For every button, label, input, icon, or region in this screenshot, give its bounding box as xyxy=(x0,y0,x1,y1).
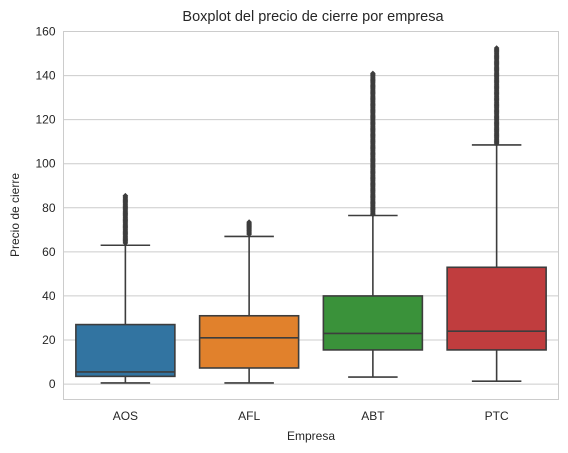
y-tick-label: 80 xyxy=(42,201,56,215)
x-tick-label-ptc: PTC xyxy=(485,409,509,423)
y-tick-label: 100 xyxy=(35,157,55,171)
outlier-point xyxy=(370,70,376,77)
y-tick-labels: 0 20 40 60 80 100 120 140 160 xyxy=(35,25,55,392)
boxes-layer xyxy=(75,45,547,384)
outliers-afl xyxy=(246,219,252,238)
box-aos xyxy=(75,323,176,378)
outlier-point xyxy=(493,45,500,51)
x-axis-label: Empresa xyxy=(287,429,335,443)
y-tick-label: 60 xyxy=(42,245,56,259)
box-abt xyxy=(322,295,424,351)
box-group-afl xyxy=(198,219,300,384)
box-group-aos xyxy=(75,192,176,384)
box-group-abt xyxy=(322,70,424,378)
x-tick-label-aos: AOS xyxy=(113,409,138,423)
outliers-aos xyxy=(122,192,129,246)
outlier-point xyxy=(246,219,252,225)
x-tick-labels: AOS AFL ABT PTC xyxy=(113,409,509,423)
x-tick-label-afl: AFL xyxy=(238,409,260,423)
y-tick-label: 0 xyxy=(49,377,56,391)
y-axis-label: Precio de cierre xyxy=(8,173,22,257)
y-tick-label: 140 xyxy=(35,69,55,83)
box-afl xyxy=(198,314,300,369)
outliers-ptc xyxy=(493,45,500,147)
y-tick-label: 40 xyxy=(42,289,56,303)
y-tick-label: 20 xyxy=(42,333,56,347)
outlier-point xyxy=(122,192,129,199)
outliers-abt xyxy=(370,70,376,218)
plot-frame xyxy=(63,31,559,400)
y-tick-label: 120 xyxy=(35,113,55,127)
box-group-ptc xyxy=(446,45,547,383)
box-ptc xyxy=(446,266,547,351)
y-tick-label: 160 xyxy=(35,25,55,39)
chart-title: Boxplot del precio de cierre por empresa xyxy=(182,9,444,25)
x-tick-label-abt: ABT xyxy=(361,409,385,423)
